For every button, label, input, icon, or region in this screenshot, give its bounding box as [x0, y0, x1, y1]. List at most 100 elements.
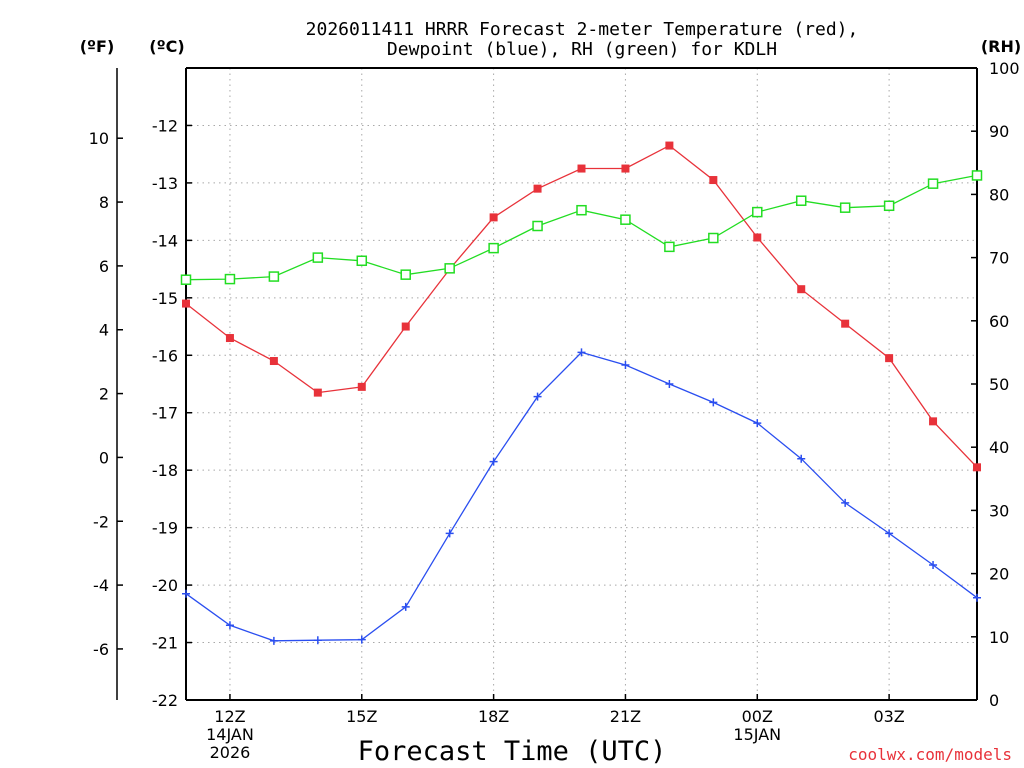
celsius-unit-label: (ºC)	[149, 37, 184, 56]
rh-point	[312, 252, 324, 263]
rh-unit-label: (RH)	[981, 37, 1021, 56]
time-tick-label: 21Z	[610, 707, 641, 726]
rh-line	[185, 174, 978, 281]
2-meter-temperature-point	[269, 357, 278, 366]
dewpoint-point	[929, 560, 938, 569]
time-tick-label: 12Z	[214, 707, 245, 726]
celsius-tick-label: -14	[152, 231, 178, 250]
2-meter-temperature-point	[313, 388, 322, 397]
rh-point	[180, 274, 192, 285]
2-meter-temperature-point	[709, 176, 718, 185]
2-meter-temperature-point	[357, 382, 366, 391]
rh-point	[224, 273, 236, 285]
dewpoint-point	[357, 635, 366, 644]
dewpoint-point	[841, 498, 850, 507]
fahrenheit-tick-label: 4	[99, 321, 109, 340]
time-tick-label: 15Z	[346, 707, 377, 726]
2-meter-temperature-point	[225, 334, 234, 343]
dewpoint-point	[533, 392, 542, 401]
celsius-tick-label: -18	[152, 461, 178, 480]
dewpoint-point	[753, 419, 762, 428]
time-tick-label: 15JAN	[733, 725, 781, 744]
2-meter-temperature-point	[401, 322, 410, 331]
2-meter-temperature-point	[753, 233, 762, 242]
time-tick-label: 14JAN	[206, 725, 254, 744]
dewpoint-point	[621, 361, 630, 370]
dewpoint-point	[401, 602, 410, 611]
rh-tick-label: 0	[989, 691, 999, 710]
rh-point	[488, 242, 499, 254]
rh-point	[971, 170, 983, 181]
dewpoint-point	[225, 621, 234, 630]
dewpoint-point	[973, 593, 981, 602]
rh-point	[752, 206, 763, 218]
celsius-tick-label: -13	[152, 174, 178, 193]
dewpoint-point	[269, 636, 278, 645]
data-series	[180, 141, 983, 645]
fahrenheit-tick-label: 8	[99, 193, 109, 212]
dewpoint-point	[885, 529, 894, 538]
dewpoint-point	[489, 457, 498, 466]
rh-tick-label: 60	[989, 312, 1009, 331]
rh-point	[356, 255, 368, 267]
dewpoint-point	[577, 348, 586, 357]
celsius-tick-label: -12	[152, 116, 178, 135]
celsius-tick-label: -22	[152, 691, 178, 710]
x-axis-title: Forecast Time (UTC)	[358, 736, 667, 767]
celsius-tick-label: -20	[152, 576, 178, 595]
dewpoint-point	[445, 529, 454, 538]
2-meter-temperature-point	[577, 164, 586, 173]
time-tick-label: 00Z	[742, 707, 773, 726]
rh-point	[576, 204, 587, 216]
fahrenheit-tick-label: 0	[99, 448, 109, 467]
fahrenheit-tick-label: 10	[89, 129, 109, 148]
fahrenheit-tick-label: -4	[93, 576, 109, 595]
2-meter-temperature-point	[929, 417, 938, 426]
rh-point	[268, 271, 280, 282]
fahrenheit-tick-label: 6	[99, 257, 109, 276]
time-tick-label: 03Z	[873, 707, 904, 726]
dewpoint-point	[709, 398, 718, 407]
rh-point	[883, 200, 895, 212]
rh-tick-label: 70	[989, 249, 1009, 268]
rh-tick-label: 30	[989, 501, 1009, 520]
rh-tick-label: 80	[989, 185, 1009, 204]
dewpoint-point	[182, 589, 190, 598]
source-credit: coolwx.com/models	[848, 745, 1012, 764]
2-meter-temperature-point	[797, 285, 806, 294]
rh-tick-label: 20	[989, 565, 1009, 584]
celsius-tick-label: -16	[152, 346, 178, 365]
2-meter-temperature-point	[621, 164, 630, 173]
fahrenheit-unit-label: (ºF)	[80, 37, 115, 56]
rh-point	[795, 195, 807, 206]
2-meter-temperature-point	[182, 299, 190, 308]
2-meter-temperature-point	[533, 184, 542, 193]
rh-point	[620, 214, 631, 225]
dewpoint-point	[665, 380, 674, 388]
rh-tick-label: 40	[989, 438, 1009, 457]
2-meter-temperature-point	[841, 319, 850, 328]
chart-title-line-2: Dewpoint (blue), RH (green) for KDLH	[387, 39, 777, 60]
dewpoint-point	[797, 454, 806, 463]
rh-tick-label: 90	[989, 122, 1009, 141]
2-meter-temperature-point	[973, 463, 981, 472]
dewpoint-line	[185, 351, 978, 642]
fahrenheit-tick-label: -6	[93, 640, 109, 659]
time-tick-label: 18Z	[478, 707, 509, 726]
celsius-tick-label: -19	[152, 519, 178, 538]
celsius-tick-label: -15	[152, 289, 178, 308]
fahrenheit-tick-label: 2	[99, 385, 109, 404]
rh-point	[927, 178, 939, 189]
2-meter-temperature-point	[489, 213, 498, 222]
rh-tick-label: 50	[989, 375, 1009, 394]
rh-point	[444, 263, 455, 274]
gridlines	[186, 68, 977, 700]
celsius-tick-label: -21	[152, 634, 178, 653]
rh-point	[708, 232, 719, 244]
axes	[116, 67, 978, 701]
rh-point	[664, 241, 675, 253]
rh-point	[532, 220, 543, 232]
dewpoint-point	[313, 636, 322, 645]
celsius-tick-label: -17	[152, 404, 178, 423]
